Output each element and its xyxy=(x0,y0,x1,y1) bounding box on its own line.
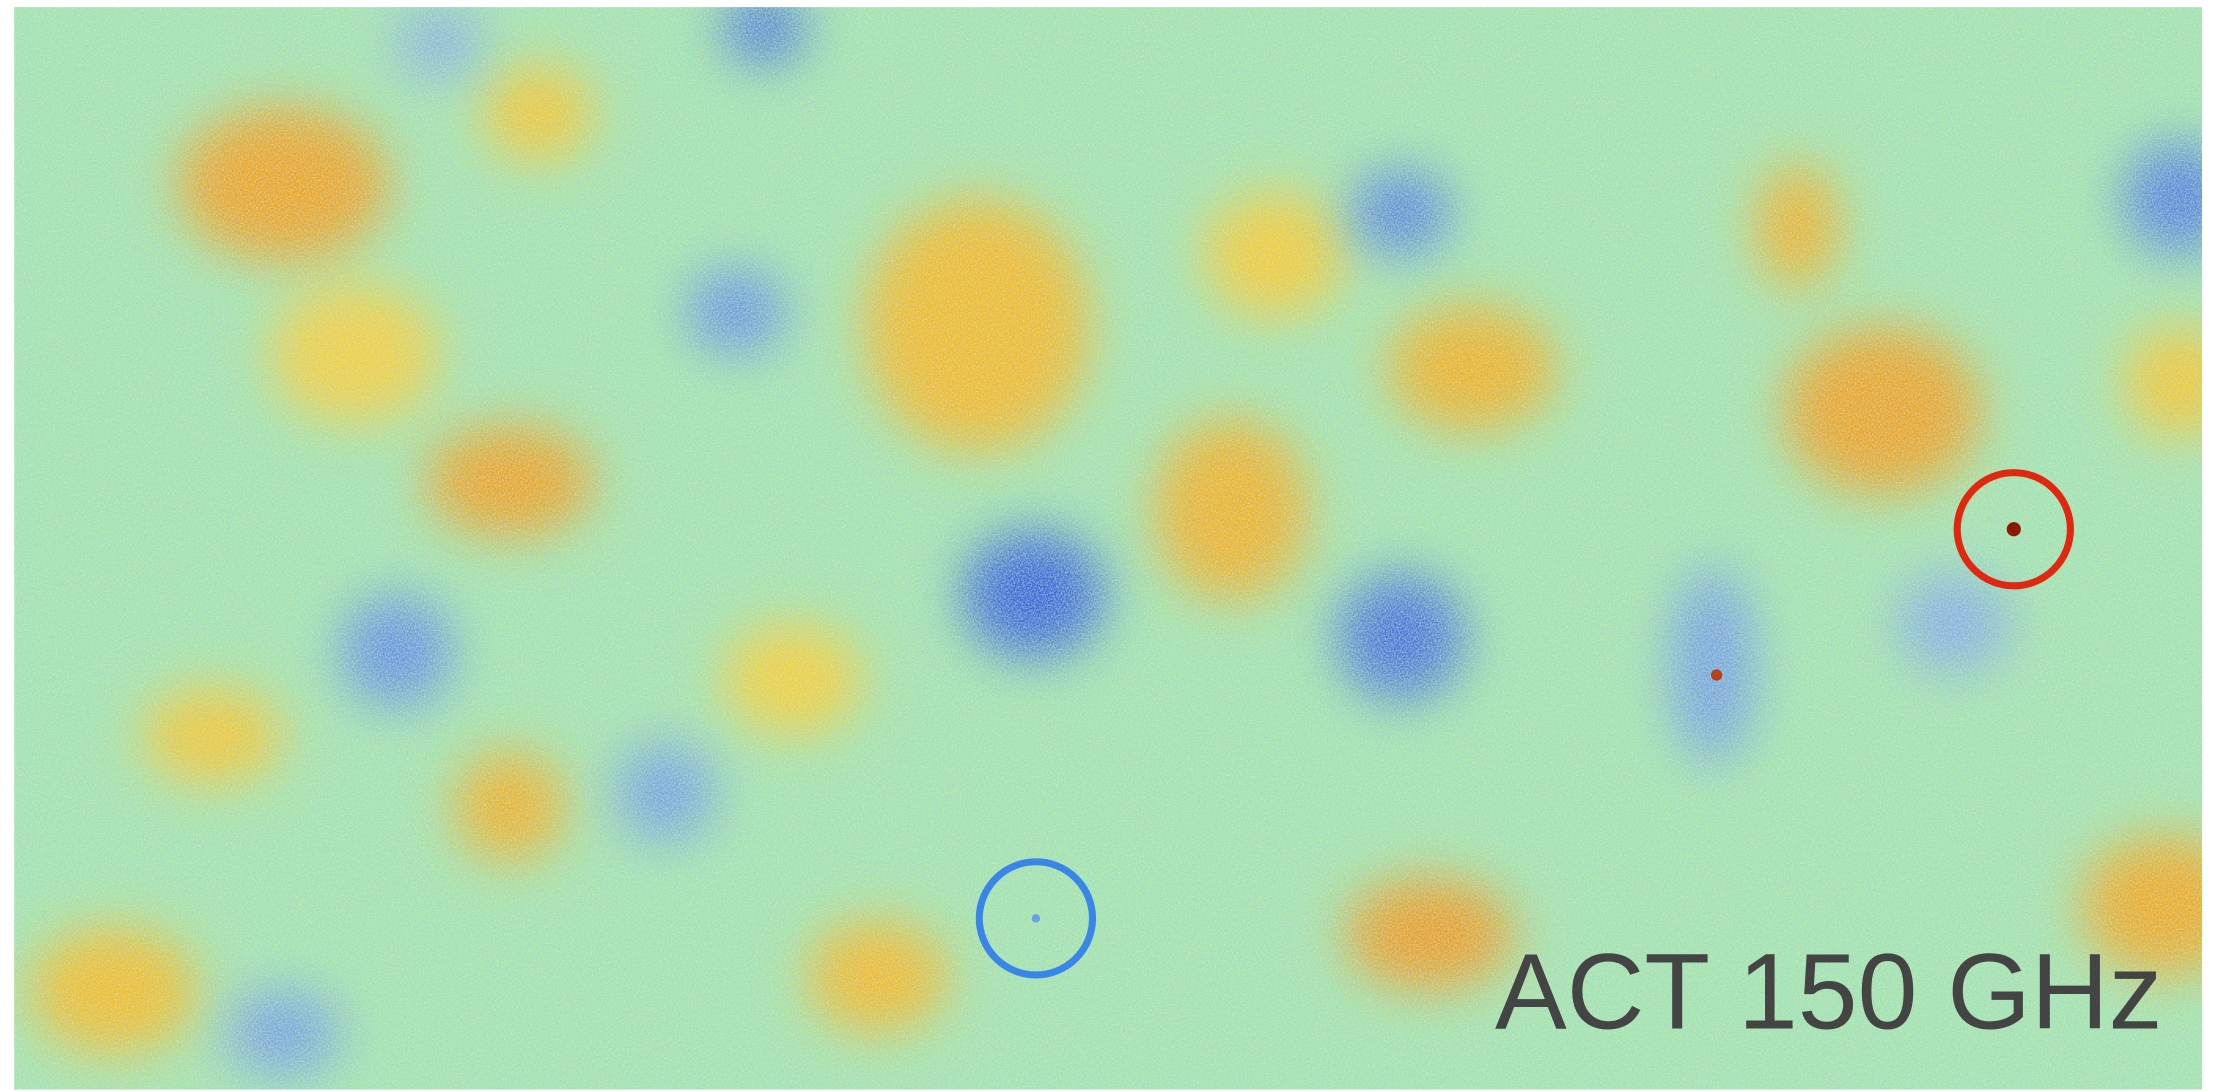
point-source xyxy=(1032,914,1040,922)
point-source xyxy=(1711,669,1722,680)
map-label: ACT 150 GHz xyxy=(1495,932,2162,1052)
page: ACT 150 GHz (() => { const data = JSON.p… xyxy=(0,0,2219,1091)
map-area xyxy=(14,0,2219,1090)
sky-map: ACT 150 GHz xyxy=(0,0,2219,1091)
noise-cold xyxy=(14,7,2202,1090)
point-source xyxy=(2007,522,2021,536)
